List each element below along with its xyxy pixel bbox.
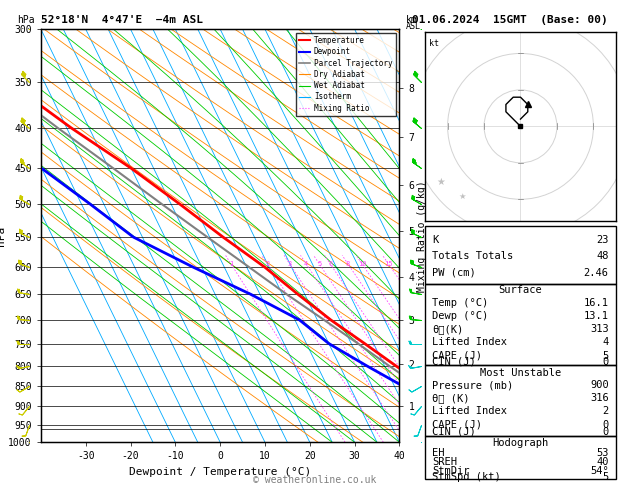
Text: 40: 40 <box>596 457 609 467</box>
Text: 13.1: 13.1 <box>584 311 609 321</box>
Text: Surface: Surface <box>499 285 542 295</box>
Text: ASL: ASL <box>406 22 421 31</box>
Text: CIN (J): CIN (J) <box>432 357 476 367</box>
Y-axis label: Mixing Ratio (g/kg): Mixing Ratio (g/kg) <box>417 180 427 292</box>
Text: Totals Totals: Totals Totals <box>432 251 513 261</box>
Text: 4: 4 <box>603 337 609 347</box>
Text: 1: 1 <box>229 261 233 267</box>
Text: 316: 316 <box>590 393 609 403</box>
Text: 313: 313 <box>590 324 609 334</box>
Text: 0: 0 <box>603 419 609 430</box>
Bar <box>425 226 616 284</box>
Text: ★: ★ <box>459 192 466 201</box>
Bar <box>425 365 616 436</box>
Y-axis label: hPa: hPa <box>0 226 6 246</box>
Text: 5: 5 <box>603 472 609 482</box>
Text: kt: kt <box>430 39 440 48</box>
Text: K: K <box>432 235 438 245</box>
Legend: Temperature, Dewpoint, Parcel Trajectory, Dry Adiabat, Wet Adiabat, Isotherm, Mi: Temperature, Dewpoint, Parcel Trajectory… <box>296 33 396 116</box>
Text: km: km <box>406 15 418 25</box>
Text: Hodograph: Hodograph <box>493 437 548 448</box>
Text: Lifted Index: Lifted Index <box>432 337 507 347</box>
Text: SREH: SREH <box>432 457 457 467</box>
Text: CIN (J): CIN (J) <box>432 427 476 437</box>
Text: 52°18'N  4°47'E  −4m ASL: 52°18'N 4°47'E −4m ASL <box>41 15 203 25</box>
Text: 54°: 54° <box>590 466 609 476</box>
Text: θᴇ(K): θᴇ(K) <box>432 324 464 334</box>
Text: StmDir: StmDir <box>432 466 470 476</box>
Text: 01.06.2024  15GMT  (Base: 00): 01.06.2024 15GMT (Base: 00) <box>412 15 608 25</box>
Text: 0: 0 <box>603 357 609 367</box>
Text: CAPE (J): CAPE (J) <box>432 350 482 361</box>
Text: 48: 48 <box>596 251 609 261</box>
Text: 8: 8 <box>346 261 350 267</box>
Text: ★: ★ <box>436 177 445 187</box>
Text: 23: 23 <box>596 235 609 245</box>
Text: 53: 53 <box>596 449 609 458</box>
Text: PW (cm): PW (cm) <box>432 268 476 278</box>
Text: 0: 0 <box>603 427 609 437</box>
Text: 3: 3 <box>287 261 292 267</box>
Text: 900: 900 <box>590 380 609 390</box>
Text: 15: 15 <box>384 261 393 267</box>
Text: 2.46: 2.46 <box>584 268 609 278</box>
Text: 16.1: 16.1 <box>584 298 609 308</box>
Bar <box>425 284 616 365</box>
Text: θᴇ (K): θᴇ (K) <box>432 393 470 403</box>
Text: 2: 2 <box>265 261 269 267</box>
Text: hPa: hPa <box>17 15 35 25</box>
Text: Most Unstable: Most Unstable <box>480 367 561 378</box>
X-axis label: Dewpoint / Temperature (°C): Dewpoint / Temperature (°C) <box>129 467 311 477</box>
Text: Pressure (mb): Pressure (mb) <box>432 380 513 390</box>
Text: 4: 4 <box>304 261 308 267</box>
Text: 2: 2 <box>603 406 609 417</box>
Text: 10: 10 <box>358 261 367 267</box>
Text: 5: 5 <box>603 350 609 361</box>
Text: Dewp (°C): Dewp (°C) <box>432 311 489 321</box>
Text: CAPE (J): CAPE (J) <box>432 419 482 430</box>
Text: EH: EH <box>432 449 445 458</box>
Text: Temp (°C): Temp (°C) <box>432 298 489 308</box>
Text: 5: 5 <box>317 261 321 267</box>
Text: Lifted Index: Lifted Index <box>432 406 507 417</box>
Text: StmSpd (kt): StmSpd (kt) <box>432 472 501 482</box>
Bar <box>425 436 616 479</box>
Text: 6: 6 <box>328 261 333 267</box>
Text: © weatheronline.co.uk: © weatheronline.co.uk <box>253 475 376 485</box>
